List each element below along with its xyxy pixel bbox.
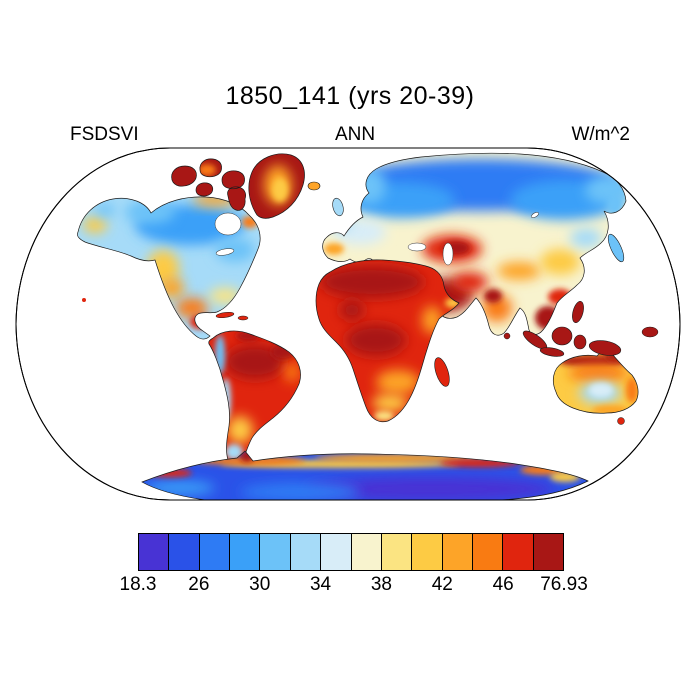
shading-blob — [540, 249, 580, 275]
lake-caspian-sea — [442, 242, 454, 266]
shading-blob — [626, 377, 638, 403]
shading-blob — [320, 266, 424, 298]
shading-blob — [95, 204, 115, 216]
colorbar-tick-label: 38 — [370, 574, 392, 595]
colorbar — [138, 533, 564, 571]
shading-blob — [240, 483, 360, 500]
island-borneo — [551, 326, 573, 346]
season-label: ANN — [334, 124, 376, 145]
shading-blob — [376, 370, 420, 394]
lakes — [214, 212, 539, 266]
colorbar-segment — [472, 534, 504, 570]
shading-blob — [225, 345, 285, 379]
shading-blob — [497, 262, 541, 280]
lake-great-lakes — [215, 248, 235, 256]
subheader-row: FSDSVI ANN W/m^2 — [70, 124, 630, 146]
shading-blob — [374, 411, 394, 421]
colorbar-tick-label: 18.3 — [119, 574, 157, 595]
colorbar-segment — [199, 534, 231, 570]
shading-blob — [83, 217, 107, 233]
lake-black-sea — [407, 242, 427, 252]
island-nz-south — [661, 433, 671, 447]
shading-blob — [372, 394, 408, 412]
island-madagascar — [434, 357, 450, 387]
island-hispaniola — [237, 315, 249, 321]
shading-blob — [346, 324, 406, 356]
colorbar-segment — [381, 534, 413, 570]
shading-blob — [324, 243, 344, 255]
colorbar-segment — [321, 534, 352, 570]
figure-title: 1850_141 (yrs 20-39) — [225, 82, 475, 110]
units-label: W/m^2 — [571, 124, 630, 145]
colorbar-segment — [230, 534, 261, 570]
lake-baikal — [531, 212, 539, 218]
colorbar-segment — [290, 534, 322, 570]
island-java — [539, 347, 565, 357]
shading-blob — [284, 362, 300, 382]
colorbar-tick-label: 30 — [249, 574, 271, 595]
colorbar-tick-label: 42 — [431, 574, 453, 595]
island-britain — [332, 197, 344, 217]
shading-blob — [340, 300, 364, 320]
shading-blob — [225, 444, 243, 460]
island-iceland — [307, 181, 321, 191]
variable-label: FSDSVI — [70, 124, 139, 145]
colorbar-segment — [533, 534, 564, 570]
colorbar-segment — [351, 534, 382, 570]
island-newguinea — [588, 340, 622, 356]
shading-blob — [607, 195, 623, 215]
shading-blob — [272, 178, 288, 202]
island-hawaii — [82, 298, 86, 302]
colorbar-segment — [412, 534, 443, 570]
shading-blob — [215, 238, 255, 262]
lake-hudson-bay — [214, 212, 242, 236]
colorbar-segment — [139, 534, 170, 570]
shading-blob — [125, 200, 175, 224]
shading-blob — [452, 272, 488, 292]
shading-blob — [227, 416, 253, 444]
island-srilanka — [503, 332, 511, 340]
colorbar-tick-label: 76.93 — [540, 574, 588, 595]
colorbar-tick-label: 26 — [188, 574, 210, 595]
australia-shading — [553, 350, 639, 414]
island-cuba — [215, 311, 235, 319]
colorbar-ticks: 18.3 26 30 34 38 42 46 76.93 — [120, 574, 588, 600]
shading-blob — [589, 383, 613, 397]
shading-blob — [305, 477, 555, 500]
island-japan — [607, 233, 625, 263]
colorbar-tick-label: 34 — [309, 574, 332, 595]
shading-blob — [568, 364, 628, 382]
island-pacific — [641, 326, 659, 338]
colorbar-segment — [260, 534, 291, 570]
shading-blob — [198, 164, 216, 176]
shading-blob — [570, 228, 602, 248]
shading-blob — [484, 289, 502, 303]
colorbar-segment — [169, 534, 200, 570]
colorbar-segment — [503, 534, 534, 570]
island-tasmania — [617, 417, 625, 425]
colorbar-segment — [442, 534, 473, 570]
colorbar-tick-label: 46 — [492, 574, 514, 595]
island-philippines — [572, 300, 584, 324]
island-sulawesi — [573, 334, 587, 350]
